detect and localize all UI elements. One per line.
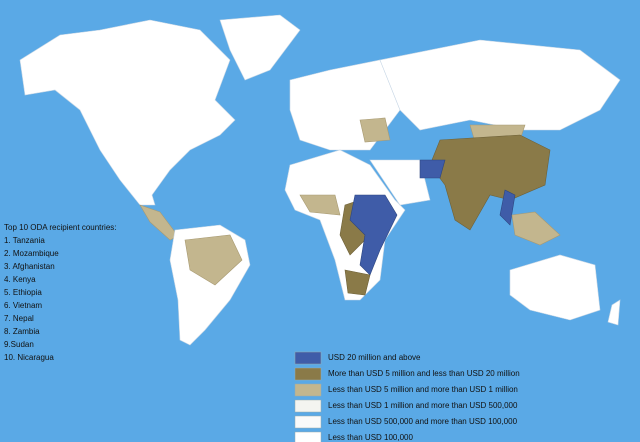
list-item: 1. Tanzania	[4, 236, 45, 245]
southern-africa	[344, 269, 371, 296]
list-item: 5. Ethiopia	[4, 288, 42, 297]
eastern-europe	[359, 117, 391, 143]
list-item: 3. Afghanistan	[4, 262, 55, 271]
greenland	[219, 14, 301, 81]
legend-label: Less than USD 100,000	[328, 433, 413, 442]
middle-east	[369, 159, 431, 206]
asian-islands	[511, 211, 561, 246]
legend-label: More than USD 5 million and less than US…	[328, 369, 520, 378]
legend-swatch	[294, 399, 322, 413]
south-america-recipients	[184, 234, 243, 286]
north-america	[19, 19, 236, 206]
legend-swatch	[294, 415, 322, 429]
russia-asia	[379, 39, 621, 131]
new-zealand	[607, 299, 621, 326]
legend-swatch	[294, 431, 322, 442]
recipient-list: 1. Tanzania 2. Mozambique 3. Afghanistan 4.…	[4, 236, 59, 362]
afghanistan	[419, 159, 446, 179]
legend-swatch	[294, 367, 322, 381]
world-map	[19, 14, 621, 346]
list-item: 2. Mozambique	[4, 249, 59, 258]
list-item: 10. Nicaragua	[4, 353, 54, 362]
list-item: 9.Sudan	[4, 340, 34, 349]
vietnam	[499, 189, 516, 226]
legend-label: Less than USD 5 million and more than US…	[328, 385, 518, 394]
list-title: Top 10 ODA recipient countries:	[4, 223, 117, 232]
legend-label: Less than USD 1 million and more than US…	[328, 401, 518, 410]
legend-label: Less than USD 500,000 and more than USD …	[328, 417, 518, 426]
legend-label: USD 20 million and above	[328, 353, 421, 362]
list-item: 4. Kenya	[4, 275, 36, 284]
legend-swatch	[294, 351, 322, 365]
list-item: 7. Nepal	[4, 314, 34, 323]
legend: USD 20 million and above More than USD 5 …	[294, 351, 520, 442]
list-item: 6. Vietnam	[4, 301, 42, 310]
list-item: 8. Zambia	[4, 327, 40, 336]
australia	[509, 254, 601, 321]
south-east-asia	[429, 134, 551, 231]
legend-swatch	[294, 383, 322, 397]
west-africa	[299, 194, 341, 216]
